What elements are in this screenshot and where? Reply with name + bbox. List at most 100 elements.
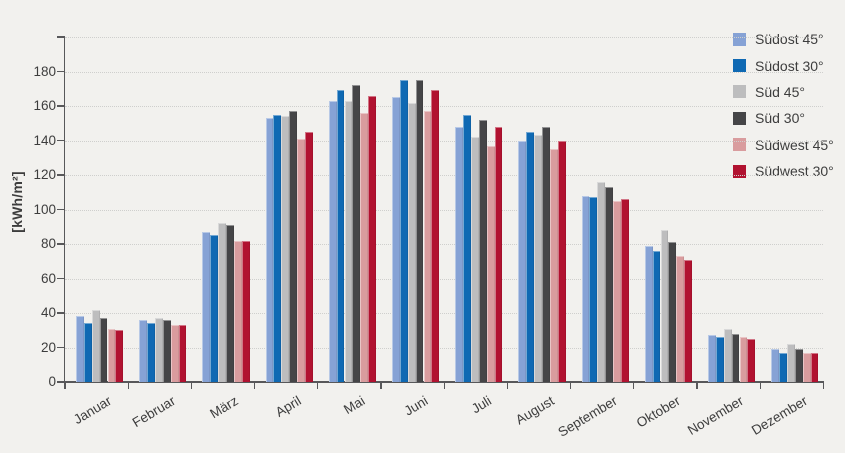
legend-item: Südost 45°: [733, 26, 845, 52]
x-axis-tick: [633, 382, 635, 389]
legend-label: Südwest 45°: [755, 136, 834, 153]
bar-august-s-dost-45-: [518, 140, 527, 382]
y-axis-tick: [57, 139, 65, 142]
bar-september-s-dost-45-: [581, 195, 590, 382]
y-tick-label: 100: [33, 201, 56, 217]
bar-mai-s-dwest-30-: [368, 95, 377, 382]
bar-februar-s-dwest-30-: [178, 325, 187, 382]
y-axis-tick: [57, 70, 65, 73]
bar-mai-s-d-30-: [352, 85, 361, 382]
y-axis-line: [63, 36, 66, 383]
bar-mai-s-dost-45-: [328, 100, 337, 382]
bar-januar-s-dwest-45-: [107, 328, 116, 382]
bar-februar-s-dost-30-: [147, 323, 155, 382]
bar-januar-s-dost-30-: [83, 323, 92, 382]
bar-august-s-d-45-: [534, 135, 542, 382]
bar-juni-s-dwest-45-: [423, 111, 432, 382]
bar-januar-s-dost-45-: [75, 316, 84, 382]
bar-märz-s-d-30-: [226, 225, 234, 382]
y-axis-tick: [57, 174, 65, 176]
bar-april-s-dwest-30-: [305, 131, 313, 382]
bar-juni-s-d-30-: [415, 80, 424, 382]
bar-märz-s-dost-45-: [202, 231, 211, 382]
bar-februar-s-d-45-: [154, 318, 163, 382]
bar-november-s-dwest-30-: [747, 338, 756, 382]
x-axis-tick: [569, 382, 572, 389]
legend-item: Süd 45°: [733, 79, 845, 105]
x-category-label: Dezember: [672, 392, 809, 438]
bar-oktober-s-d-30-: [668, 242, 677, 382]
bar-november-s-dost-45-: [707, 335, 716, 382]
bar-oktober-s-dost-45-: [644, 245, 653, 382]
bar-juni-s-dost-30-: [399, 80, 408, 382]
gridline: [65, 313, 824, 314]
bar-dezember-s-dwest-45-: [802, 352, 811, 382]
legend-swatch: [733, 164, 746, 178]
gridline: [65, 71, 824, 73]
bar-mai-s-dost-30-: [336, 90, 345, 382]
bar-april-s-d-45-: [281, 116, 290, 382]
legend-item: Südost 30°: [733, 52, 845, 78]
bar-april-s-dost-30-: [273, 114, 282, 382]
bar-dezember-s-dost-30-: [779, 352, 787, 382]
x-axis-tick: [190, 382, 193, 389]
y-tick-label: 180: [33, 63, 56, 79]
legend-label: Südost 45°: [755, 31, 824, 48]
legend-item: Süd 30°: [733, 105, 845, 131]
y-axis-tick: [57, 381, 65, 383]
bar-september-s-d-45-: [597, 181, 606, 382]
x-axis-line: [63, 381, 825, 383]
x-axis-tick: [696, 382, 698, 389]
bar-november-s-dwest-45-: [739, 337, 748, 382]
bar-september-s-dwest-30-: [621, 199, 629, 382]
bar-september-s-d-30-: [605, 187, 614, 382]
x-axis-tick: [443, 382, 445, 389]
legend-item: Südwest 45°: [733, 132, 845, 158]
bar-oktober-s-dwest-30-: [684, 259, 693, 382]
bar-juli-s-dwest-45-: [486, 145, 495, 382]
legend-swatch: [733, 32, 746, 46]
x-axis-tick: [380, 382, 382, 389]
bar-august-s-dwest-30-: [557, 140, 566, 382]
bar-august-s-dwest-45-: [549, 149, 558, 382]
x-axis-tick: [64, 382, 66, 389]
bar-märz-s-d-45-: [218, 223, 226, 382]
bar-oktober-s-d-45-: [660, 230, 669, 382]
gridline: [65, 37, 824, 38]
y-axis-tick: [57, 243, 65, 245]
x-axis-tick: [253, 382, 256, 389]
gridline: [65, 106, 824, 107]
bar-februar-s-dost-45-: [139, 319, 147, 382]
bar-juli-s-dost-45-: [455, 126, 463, 382]
y-axis-tick: [57, 277, 65, 280]
bar-märz-s-dost-30-: [210, 235, 219, 382]
y-axis-tick: [57, 208, 65, 211]
bar-mai-s-dwest-45-: [360, 112, 369, 382]
bar-september-s-dwest-45-: [613, 200, 621, 382]
x-axis-tick: [317, 382, 319, 389]
bar-mai-s-d-45-: [344, 100, 353, 382]
legend-item: Südwest 30°: [733, 158, 845, 184]
bar-oktober-s-dwest-45-: [676, 256, 685, 382]
legend-label: Südost 30°: [755, 57, 824, 74]
x-axis-tick: [127, 382, 129, 389]
y-tick-label: 40: [40, 305, 56, 320]
y-tick-label: 160: [33, 98, 56, 113]
y-tick-label: 140: [33, 132, 56, 148]
y-tick-label: 120: [33, 167, 56, 182]
bar-april-s-dwest-45-: [297, 138, 305, 382]
bar-april-s-d-30-: [289, 111, 298, 382]
bar-november-s-d-30-: [731, 333, 740, 382]
legend-label: Südwest 30°: [755, 163, 834, 180]
bar-dezember-s-d-45-: [786, 344, 795, 382]
bar-februar-s-dwest-45-: [170, 325, 179, 382]
legend-swatch: [733, 111, 746, 125]
y-axis-tick: [57, 346, 65, 349]
bar-april-s-dost-45-: [265, 118, 274, 382]
bar-august-s-d-30-: [542, 126, 550, 382]
bar-januar-s-dwest-30-: [115, 330, 124, 382]
bar-juli-s-d-30-: [478, 119, 487, 382]
legend-label: Süd 30°: [755, 110, 805, 127]
bar-august-s-dost-30-: [526, 131, 535, 382]
